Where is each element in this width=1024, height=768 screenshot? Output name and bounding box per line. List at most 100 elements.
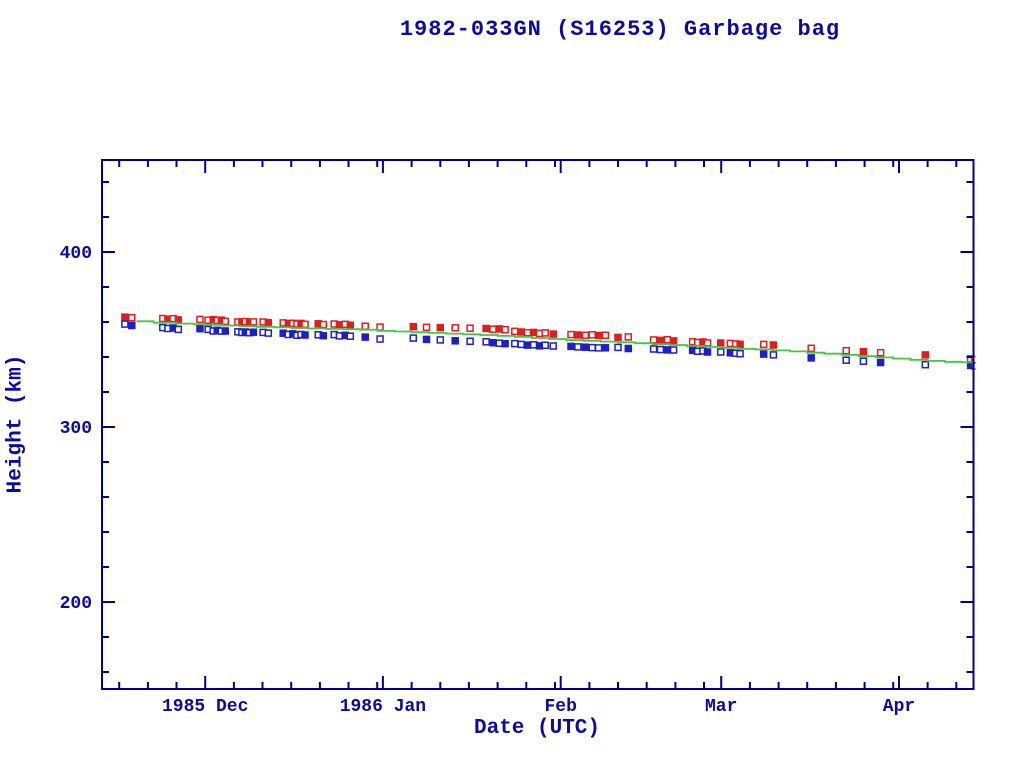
y-tick-label: 200 <box>60 594 92 614</box>
apogee-point <box>769 341 778 349</box>
perigee-point <box>669 346 678 354</box>
perigee-point <box>121 320 129 328</box>
perigee-point <box>128 321 136 330</box>
apogee-point <box>549 330 557 338</box>
apogee-point <box>523 328 532 337</box>
apogee-point <box>921 351 930 359</box>
perigee-point <box>422 335 431 344</box>
chart-title: 1982-033GN (S16253) Garbage bag <box>399 17 841 42</box>
apogee-point <box>588 331 596 339</box>
apogee-point <box>876 348 885 357</box>
apogee-point <box>409 322 418 331</box>
perigee-point <box>921 360 930 369</box>
perigee-point <box>466 337 474 346</box>
perigee-point <box>769 351 778 359</box>
apogee-point <box>581 331 590 340</box>
perigee-point <box>842 356 850 364</box>
apogee-point <box>121 313 129 321</box>
apogee-point <box>703 339 712 347</box>
apogee-point <box>663 335 672 344</box>
perigee-point <box>346 332 355 340</box>
perigee-point <box>549 342 557 350</box>
apogee-point <box>361 322 369 330</box>
perigee-point <box>759 350 768 358</box>
perigee-point <box>451 337 459 345</box>
x-tick-label: 1985 Dec <box>162 697 248 717</box>
apogee-point <box>807 344 815 353</box>
perigee-point <box>624 344 633 353</box>
apogee-point <box>574 331 582 339</box>
perigee-point <box>859 357 868 365</box>
perigee-point <box>376 335 384 343</box>
perigee-point <box>523 341 532 349</box>
apogee-point <box>264 318 273 327</box>
perigee-point <box>614 343 622 352</box>
y-tick-label: 400 <box>60 244 92 264</box>
perigee-point <box>301 331 309 339</box>
perigee-point <box>716 348 725 356</box>
apogee-point <box>501 325 509 334</box>
perigee-point <box>489 338 497 347</box>
apogee-point <box>669 337 678 345</box>
apogee-point <box>301 320 309 329</box>
perigee-point <box>511 339 519 348</box>
apogee-point <box>859 347 868 356</box>
apogee-point <box>319 320 328 329</box>
perigee-point <box>588 343 596 352</box>
apogee-point <box>541 329 549 337</box>
apogee-point <box>249 318 258 326</box>
apogee-point <box>601 331 610 339</box>
perigee-point <box>221 327 230 335</box>
x-tick-label: Feb <box>544 697 576 717</box>
apogee-point <box>517 328 525 336</box>
apogee-point <box>128 313 136 322</box>
apogee-point <box>842 346 850 355</box>
apogee-point <box>567 330 575 339</box>
apogee-point <box>656 336 665 345</box>
perigee-point <box>807 354 815 362</box>
x-axis-label: Date (UTC) <box>473 717 601 740</box>
apogee-point <box>736 340 744 349</box>
perigee-point <box>581 343 590 351</box>
perigee-point <box>517 340 525 349</box>
apogee-point <box>614 333 622 342</box>
apogee-point <box>489 325 497 333</box>
perigee-point <box>656 345 665 354</box>
apogee-point <box>624 333 633 341</box>
y-tick-label: 300 <box>60 419 92 439</box>
mean-height-fit-line <box>136 320 975 364</box>
plot-frame <box>101 159 975 690</box>
perigee-point <box>541 341 549 350</box>
perigee-point <box>601 344 610 352</box>
perigee-point <box>174 325 183 334</box>
perigee-point <box>264 329 273 337</box>
apogee-point <box>466 324 474 332</box>
perigee-point <box>649 345 658 353</box>
perigee-point <box>436 336 445 344</box>
perigee-point <box>703 348 712 356</box>
x-tick-label: Mar <box>705 697 737 717</box>
perigee-point <box>501 339 509 348</box>
apogee-point <box>594 331 603 340</box>
apogee-point <box>759 340 768 349</box>
apogee-point <box>196 315 204 324</box>
perigee-point <box>319 331 328 340</box>
apogee-point <box>511 327 519 336</box>
perigee-point <box>196 324 204 333</box>
apogee-point <box>436 323 445 332</box>
perigee-point <box>361 333 369 341</box>
apogee-point <box>649 336 658 344</box>
apogee-point <box>451 324 459 332</box>
apogee-point <box>422 323 431 332</box>
perigee-point <box>574 343 582 351</box>
apogee-point <box>221 317 230 326</box>
x-tick-label: 1986 Jan <box>340 697 426 717</box>
x-tick-label: Apr <box>883 697 915 717</box>
perigee-point <box>736 349 744 358</box>
perigee-point <box>409 334 418 342</box>
perigee-point <box>594 344 603 352</box>
perigee-point <box>876 358 885 367</box>
apogee-point <box>482 324 490 333</box>
